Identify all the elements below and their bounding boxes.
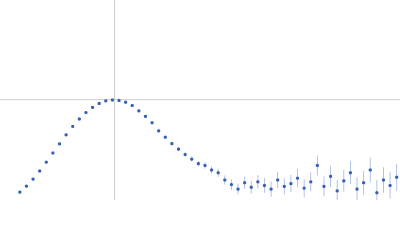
point	[124, 100, 128, 104]
point	[71, 124, 75, 129]
point	[64, 133, 68, 137]
point	[157, 129, 161, 133]
point	[229, 182, 234, 187]
point	[216, 171, 220, 175]
point	[18, 190, 22, 194]
point	[84, 110, 88, 115]
point	[322, 184, 326, 188]
point	[381, 178, 386, 182]
point	[269, 187, 273, 191]
point	[223, 178, 227, 182]
point	[302, 186, 306, 190]
point	[44, 160, 48, 164]
point	[309, 180, 313, 184]
point	[176, 147, 181, 151]
point	[362, 181, 366, 185]
point	[163, 135, 167, 139]
point	[190, 157, 194, 161]
point	[328, 174, 333, 178]
point	[117, 98, 121, 103]
point	[24, 184, 29, 188]
point	[368, 168, 372, 172]
point	[104, 99, 108, 103]
point	[90, 105, 95, 109]
point	[209, 168, 214, 172]
point	[388, 183, 392, 188]
point	[38, 169, 42, 173]
point	[342, 179, 346, 183]
point	[262, 183, 267, 188]
point	[276, 178, 280, 182]
point	[130, 103, 134, 108]
point	[150, 121, 154, 125]
point	[51, 151, 55, 155]
point	[31, 177, 35, 181]
point	[203, 163, 207, 168]
point	[57, 142, 62, 146]
point	[110, 98, 114, 102]
point	[256, 180, 260, 184]
point	[77, 117, 81, 121]
point	[395, 175, 399, 179]
point	[282, 184, 286, 188]
chart	[0, 0, 400, 200]
point	[143, 114, 148, 118]
point	[289, 182, 293, 186]
point	[315, 163, 319, 168]
point	[170, 142, 174, 146]
point	[295, 176, 300, 180]
point	[137, 109, 141, 113]
point	[249, 185, 253, 189]
point	[243, 181, 247, 185]
point	[375, 191, 379, 195]
point	[97, 101, 101, 106]
point	[348, 171, 353, 175]
point	[183, 152, 187, 157]
point	[196, 162, 200, 166]
point	[335, 189, 339, 193]
point	[355, 187, 359, 191]
point	[236, 187, 240, 191]
